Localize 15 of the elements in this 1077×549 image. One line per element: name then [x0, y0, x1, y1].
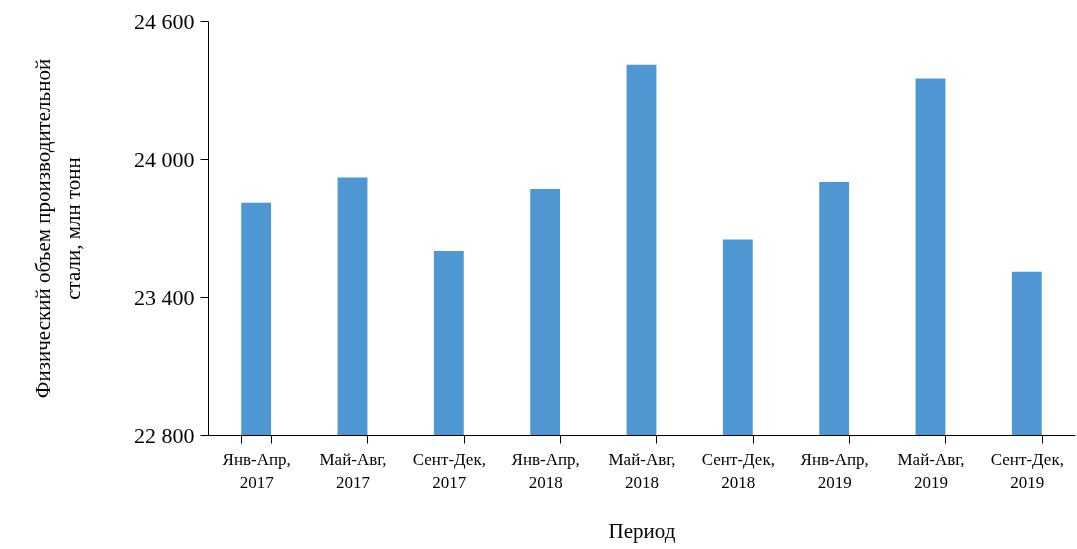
x-tick-label: Сент-Дек, 2017 — [412, 449, 486, 492]
x-tick-label: Май-Авг, 2018 — [608, 449, 676, 492]
x-tick-label: Сент-Дек, 2019 — [990, 449, 1064, 492]
x-tick-label: Сент-Дек, 2018 — [701, 449, 775, 492]
y-tick-label: 24 600 — [134, 8, 195, 34]
x-tick-label: Янв-Апр, 2017 — [222, 449, 291, 492]
x-tick-label: Янв-Апр, 2018 — [511, 449, 580, 492]
y-tick-label: 22 800 — [134, 422, 195, 448]
x-tick-label: Май-Авг, 2017 — [319, 449, 387, 492]
x-tick-label: Янв-Апр, 2019 — [800, 449, 869, 492]
y-tick-label: 23 400 — [134, 284, 195, 310]
y-axis-title: Физический объем производительной стали, млн тонн — [31, 58, 85, 399]
x-tick-label: Май-Авг, 2019 — [897, 449, 965, 492]
y-tick-label: 24 000 — [134, 146, 195, 172]
x-axis-title: Период — [608, 518, 676, 543]
